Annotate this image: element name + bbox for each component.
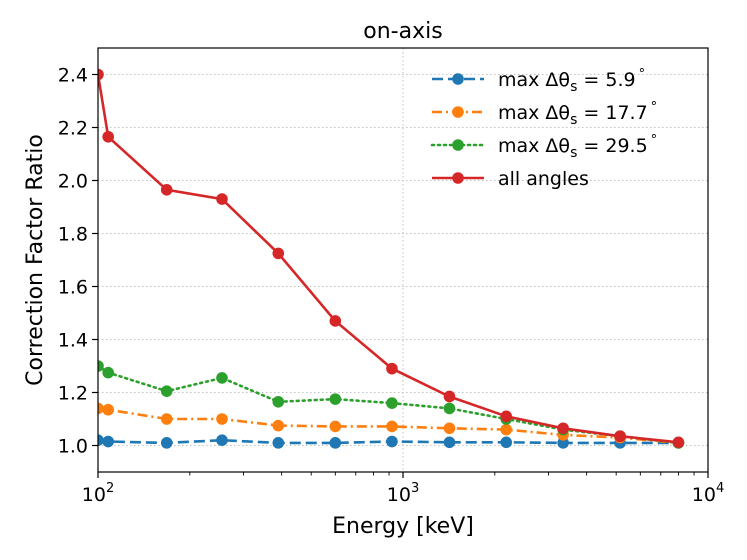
legend-marker	[452, 172, 464, 184]
legend-label-sub: s	[570, 145, 577, 161]
legend-label: max Δθs = 5.9 °	[498, 67, 645, 95]
data-point	[672, 436, 685, 449]
legend-marker	[452, 106, 464, 118]
data-point	[160, 413, 173, 425]
data-point	[443, 390, 456, 403]
data-point	[500, 410, 513, 423]
legend-label-deg: °	[651, 100, 658, 115]
legend-marker	[452, 73, 464, 85]
data-point	[329, 420, 342, 433]
legend-entry: all angles	[432, 168, 589, 190]
data-point	[98, 68, 104, 81]
data-point	[102, 435, 114, 448]
data-point	[102, 130, 114, 143]
series-layer	[98, 68, 685, 449]
data-point	[160, 437, 173, 449]
y-tick-label: 2.2	[58, 118, 88, 140]
data-point	[329, 315, 342, 327]
data-point	[102, 366, 114, 379]
x-axis-label: Energy [keV]	[332, 514, 474, 539]
y-axis-label: Correction Factor Ratio	[23, 134, 48, 386]
data-point	[216, 193, 228, 205]
legend-label-deg: °	[639, 67, 646, 82]
series-3	[98, 68, 685, 449]
x-tick-exp: 4	[716, 481, 724, 496]
legend-label: all angles	[498, 168, 589, 190]
series-line	[98, 407, 679, 445]
y-tick-label: 1.4	[58, 330, 88, 352]
data-point	[160, 385, 173, 397]
y-tick-label: 1.0	[58, 436, 88, 458]
data-point	[557, 422, 569, 435]
data-point	[557, 437, 569, 449]
data-point	[216, 434, 228, 447]
data-point	[272, 437, 285, 449]
data-point	[443, 436, 456, 449]
data-point	[98, 402, 104, 415]
data-point	[98, 434, 104, 446]
data-point	[386, 397, 398, 409]
y-tick-label: 1.8	[58, 224, 88, 246]
legend-label-deg: °	[651, 133, 658, 148]
data-point	[500, 423, 513, 436]
data-point	[443, 422, 456, 435]
data-point	[272, 247, 285, 260]
data-point	[329, 393, 342, 405]
chart-title: on-axis	[363, 19, 442, 44]
x-tick-label: 103	[387, 481, 419, 506]
data-point	[272, 419, 285, 432]
legend-entry: max Δθs = 17.7 °	[432, 100, 657, 128]
legend-label-sub: s	[570, 79, 577, 95]
legend-entry: max Δθs = 29.5 °	[430, 133, 657, 161]
legend-label-main: max Δθ	[498, 135, 570, 157]
legend: max Δθs = 5.9 °max Δθs = 17.7 °max Δθs = 2…	[430, 67, 657, 190]
x-tick-label: 102	[82, 481, 114, 506]
data-point	[386, 362, 398, 375]
grid	[98, 48, 708, 472]
data-point	[216, 372, 228, 384]
y-tick-label: 1.6	[58, 277, 88, 299]
legend-label: max Δθs = 29.5 °	[498, 133, 657, 161]
data-point	[98, 360, 104, 372]
x-tick-base: 10	[387, 484, 411, 506]
legend-label-rest: = 17.7	[577, 102, 647, 124]
legend-label-rest: = 5.9	[577, 69, 635, 91]
x-tick-base: 10	[692, 484, 716, 506]
legend-marker	[452, 139, 464, 151]
y-tick-label: 2.0	[58, 171, 88, 193]
x-tick-exp: 2	[106, 481, 114, 496]
data-point	[102, 403, 114, 416]
series-line	[98, 438, 679, 445]
legend-label: max Δθs = 17.7 °	[498, 100, 657, 128]
x-tick-base: 10	[82, 484, 106, 506]
y-tick-label: 2.4	[58, 65, 88, 87]
x-tick-label: 104	[692, 481, 724, 506]
legend-entry: max Δθs = 5.9 °	[432, 67, 645, 95]
data-point	[272, 395, 285, 408]
legend-label-main: all angles	[498, 168, 589, 190]
legend-label-rest: = 29.5	[577, 135, 647, 157]
series-line	[98, 74, 679, 444]
legend-label-main: max Δθ	[498, 69, 570, 91]
series-0	[98, 434, 685, 449]
data-point	[500, 436, 513, 449]
y-tick-label: 1.2	[58, 383, 88, 405]
data-point	[443, 402, 456, 415]
data-point	[386, 435, 398, 448]
data-point	[216, 413, 228, 425]
data-point	[329, 437, 342, 449]
data-point	[386, 420, 398, 433]
data-point	[614, 430, 626, 443]
data-point	[160, 183, 173, 196]
x-tick-exp: 3	[411, 481, 419, 496]
legend-label-sub: s	[570, 112, 577, 128]
legend-label-main: max Δθ	[498, 102, 570, 124]
